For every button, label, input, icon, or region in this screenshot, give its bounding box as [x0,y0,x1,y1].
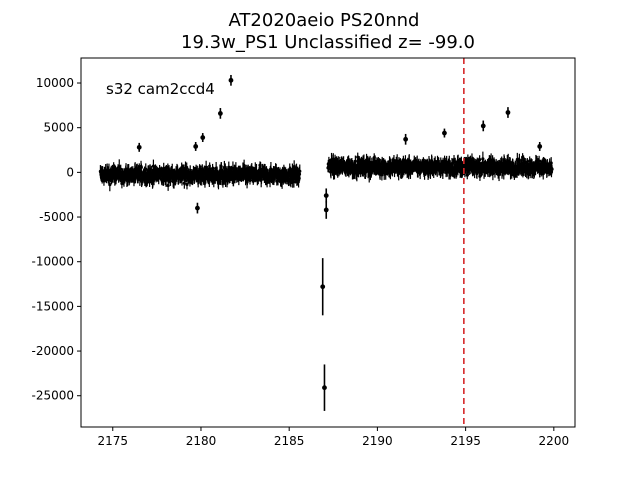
data-point [480,123,486,129]
axis-ticks: 2175 2180 2185 2190 2195 2200 10000 5000 0 -5000 -… [31,76,569,448]
data-point [182,181,186,185]
chart-subtitle: 19.3w_PS1 Unclassified z= -99.0 [181,32,475,53]
data-point [108,182,112,187]
data-point [320,284,326,290]
data-point [537,159,541,163]
data-point [185,182,189,187]
data-point [119,167,123,171]
data-point [195,205,200,211]
y-tick-label: -15000 [31,299,74,313]
data-layer [98,74,554,411]
data-point [166,183,170,188]
data-point [481,157,485,161]
y-tick-label: -25000 [31,389,74,403]
y-tick-label: -20000 [31,344,74,358]
chart-title: AT2020aeio PS20nnd [229,10,420,31]
x-tick-label: 2185 [274,434,305,448]
x-tick-label: 2200 [539,434,570,448]
data-point [322,385,327,391]
data-point [151,164,156,168]
data-point [292,180,296,184]
y-tick-label: 5000 [43,121,74,135]
data-point [298,169,302,173]
data-point [117,165,121,169]
dense-band-1 [326,151,554,183]
y-tick-label: -10000 [31,255,74,269]
data-point [442,130,447,136]
axes-frame [80,57,576,428]
y-tick-label: 0 [66,165,74,179]
data-point [407,159,411,163]
y-tick-label: 10000 [36,76,74,90]
data-point [403,136,409,142]
data-point [323,193,329,198]
data-point [505,110,511,115]
dense-band-0 [98,159,302,192]
data-point [200,135,206,140]
data-point [136,144,142,150]
data-point [323,207,329,213]
x-tick-label: 2175 [97,434,128,448]
data-point [550,167,554,171]
y-tick-label: -5000 [39,210,74,224]
data-point [139,165,143,169]
data-point [517,158,521,162]
ccd-annotation: s32 cam2ccd4 [106,80,215,98]
data-point [398,160,403,164]
data-point [353,159,357,163]
x-tick-label: 2190 [362,434,393,448]
data-point [193,144,199,149]
x-tick-label: 2180 [186,434,217,448]
data-point [478,174,482,178]
data-point [537,144,543,149]
data-point [217,110,223,116]
data-point [228,77,234,83]
data-point [478,157,482,162]
x-tick-label: 2195 [450,434,481,448]
